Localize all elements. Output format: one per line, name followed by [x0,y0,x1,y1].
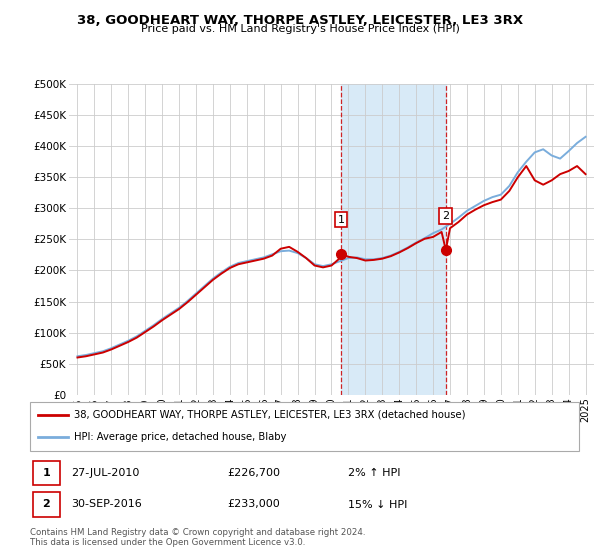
Text: 2% ↑ HPI: 2% ↑ HPI [349,468,401,478]
Text: Price paid vs. HM Land Registry's House Price Index (HPI): Price paid vs. HM Land Registry's House … [140,24,460,34]
Bar [341,84,446,395]
Bar [33,461,60,486]
Text: 38, GOODHEART WAY, THORPE ASTLEY, LEICESTER, LE3 3RX: 38, GOODHEART WAY, THORPE ASTLEY, LEICES… [77,14,523,27]
Bar [33,492,60,517]
Text: 2: 2 [43,500,50,510]
Text: £226,700: £226,700 [227,468,281,478]
Text: 1: 1 [43,468,50,478]
Text: 1: 1 [338,214,344,225]
Text: 30-SEP-2016: 30-SEP-2016 [71,500,142,510]
Text: 2: 2 [442,211,449,221]
Text: 27-JUL-2010: 27-JUL-2010 [71,468,140,478]
Text: HPI: Average price, detached house, Blaby: HPI: Average price, detached house, Blab… [74,432,286,442]
Text: Contains HM Land Registry data © Crown copyright and database right 2024.
This d: Contains HM Land Registry data © Crown c… [30,528,365,547]
Text: 38, GOODHEART WAY, THORPE ASTLEY, LEICESTER, LE3 3RX (detached house): 38, GOODHEART WAY, THORPE ASTLEY, LEICES… [74,410,466,420]
Text: £233,000: £233,000 [227,500,280,510]
Text: 15% ↓ HPI: 15% ↓ HPI [349,500,408,510]
